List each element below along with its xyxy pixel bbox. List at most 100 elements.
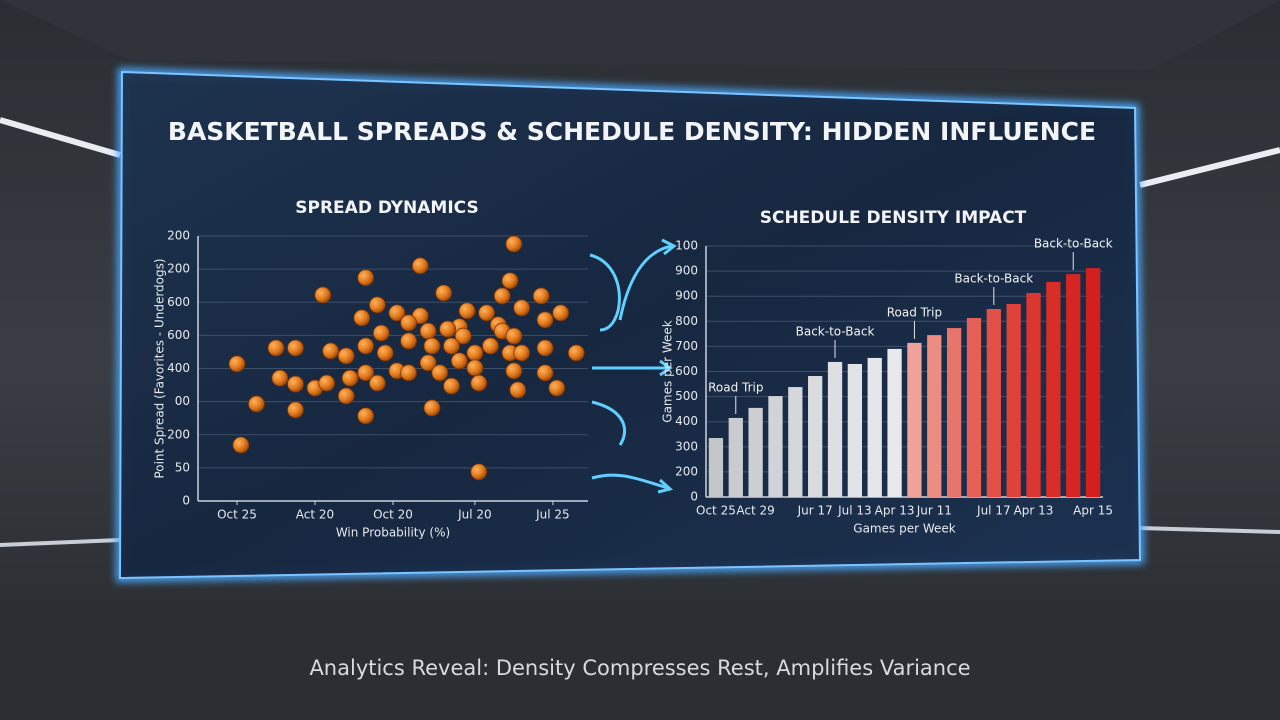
x-axis-title: Win Probability (%) xyxy=(336,526,450,540)
basketball xyxy=(400,314,418,332)
y-tick-label: 800 xyxy=(675,314,698,328)
basketball xyxy=(482,337,499,355)
chart-title: SPREAD DYNAMICS xyxy=(295,198,478,218)
bar xyxy=(986,309,1001,497)
basketball xyxy=(466,344,484,362)
arrow-heads xyxy=(657,238,677,494)
y-tick-label: 00 xyxy=(175,394,190,408)
basketball xyxy=(248,395,265,413)
y-tick-label: 200 xyxy=(167,262,190,276)
y-tick-label: 200 xyxy=(675,464,698,478)
x-tick-label: Oct 25 xyxy=(217,508,257,522)
basketball xyxy=(357,337,375,355)
basketball xyxy=(443,337,460,355)
x-tick-label: Jul 13 xyxy=(837,504,872,518)
basketball xyxy=(423,337,441,355)
basketball xyxy=(435,284,453,302)
basketball xyxy=(337,347,355,365)
bar xyxy=(1026,292,1041,497)
bar xyxy=(927,335,942,497)
y-tick-label: 600 xyxy=(167,295,190,309)
basketball xyxy=(505,362,523,380)
y-tick-label: 500 xyxy=(675,389,698,403)
basketball xyxy=(513,344,531,362)
basketball xyxy=(228,355,246,373)
basketball xyxy=(501,272,519,290)
bar xyxy=(808,376,823,497)
basketball xyxy=(536,339,554,357)
x-tick-label: Jul 20 xyxy=(457,508,492,522)
y-tick-label: 600 xyxy=(675,364,698,378)
basketball xyxy=(505,327,523,345)
basketball xyxy=(376,344,394,362)
bar xyxy=(827,361,843,497)
basketball xyxy=(357,269,375,287)
bar xyxy=(768,396,783,497)
basketball xyxy=(470,463,488,481)
ceiling xyxy=(0,0,1280,70)
x-tick-label: Apr 13 xyxy=(1014,504,1054,518)
bar xyxy=(1085,268,1101,497)
y-tick-label: 50 xyxy=(175,460,190,474)
basketball xyxy=(267,339,285,357)
basketball xyxy=(357,364,375,382)
bar xyxy=(847,363,863,497)
basketball xyxy=(536,311,554,329)
basketball xyxy=(411,257,429,275)
bar xyxy=(788,387,803,497)
basketball xyxy=(368,296,386,314)
y-tick-label: 0 xyxy=(690,490,698,504)
basketball xyxy=(431,364,449,382)
display-panel xyxy=(118,70,1142,580)
basketball xyxy=(287,339,304,357)
bar xyxy=(887,348,902,497)
basketball xyxy=(493,287,511,305)
basketball xyxy=(505,235,523,253)
basketball xyxy=(287,401,304,419)
basketball xyxy=(419,322,437,340)
basketball xyxy=(532,287,550,305)
bar xyxy=(1066,274,1081,497)
bar xyxy=(1006,303,1021,497)
x-tick-label: Apr 15 xyxy=(1073,504,1113,518)
bar xyxy=(1046,281,1061,497)
y-tick-label: 200 xyxy=(167,427,190,441)
basketball xyxy=(388,304,406,322)
x-tick-label: Jur 17 xyxy=(797,504,833,518)
x-tick-label: Oct 20 xyxy=(373,508,413,522)
basketball xyxy=(552,304,570,322)
y-axis-title: Point Spread (Favorites - Underdogs) xyxy=(153,258,167,478)
bar xyxy=(946,328,962,497)
basketball xyxy=(419,354,437,372)
basketball xyxy=(548,379,566,397)
caption: Analytics Reveal: Density Compresses Res… xyxy=(309,656,970,680)
light-strip xyxy=(1139,526,1280,534)
basketball xyxy=(439,320,457,338)
basketball xyxy=(287,375,304,393)
basketball xyxy=(400,332,418,350)
basketball xyxy=(466,359,484,377)
basketball xyxy=(232,436,250,454)
y-tick-label: 900 xyxy=(675,264,698,278)
basketball xyxy=(341,369,359,387)
basketball xyxy=(443,377,460,395)
basketball xyxy=(353,309,371,327)
main-title: BASKETBALL SPREADS & SCHEDULE DENSITY: H… xyxy=(168,117,1096,146)
basketball xyxy=(536,364,554,382)
basketball xyxy=(423,399,441,417)
arrow xyxy=(591,400,627,446)
basketball xyxy=(322,342,340,360)
x-tick-label: Jul 25 xyxy=(535,508,570,522)
y-axis-title: Games per Week xyxy=(661,320,675,422)
annotation: Road Trip xyxy=(887,305,942,319)
x-tick-label: Oct 25 xyxy=(696,504,736,518)
basketball xyxy=(513,299,531,317)
flow-arrows xyxy=(589,238,677,494)
y-tick-label: 900 xyxy=(675,289,698,303)
basketball xyxy=(567,344,585,362)
basketball xyxy=(318,374,336,392)
basketball xyxy=(450,352,468,370)
bar xyxy=(708,438,724,497)
annotation: Road Trip xyxy=(708,380,763,394)
